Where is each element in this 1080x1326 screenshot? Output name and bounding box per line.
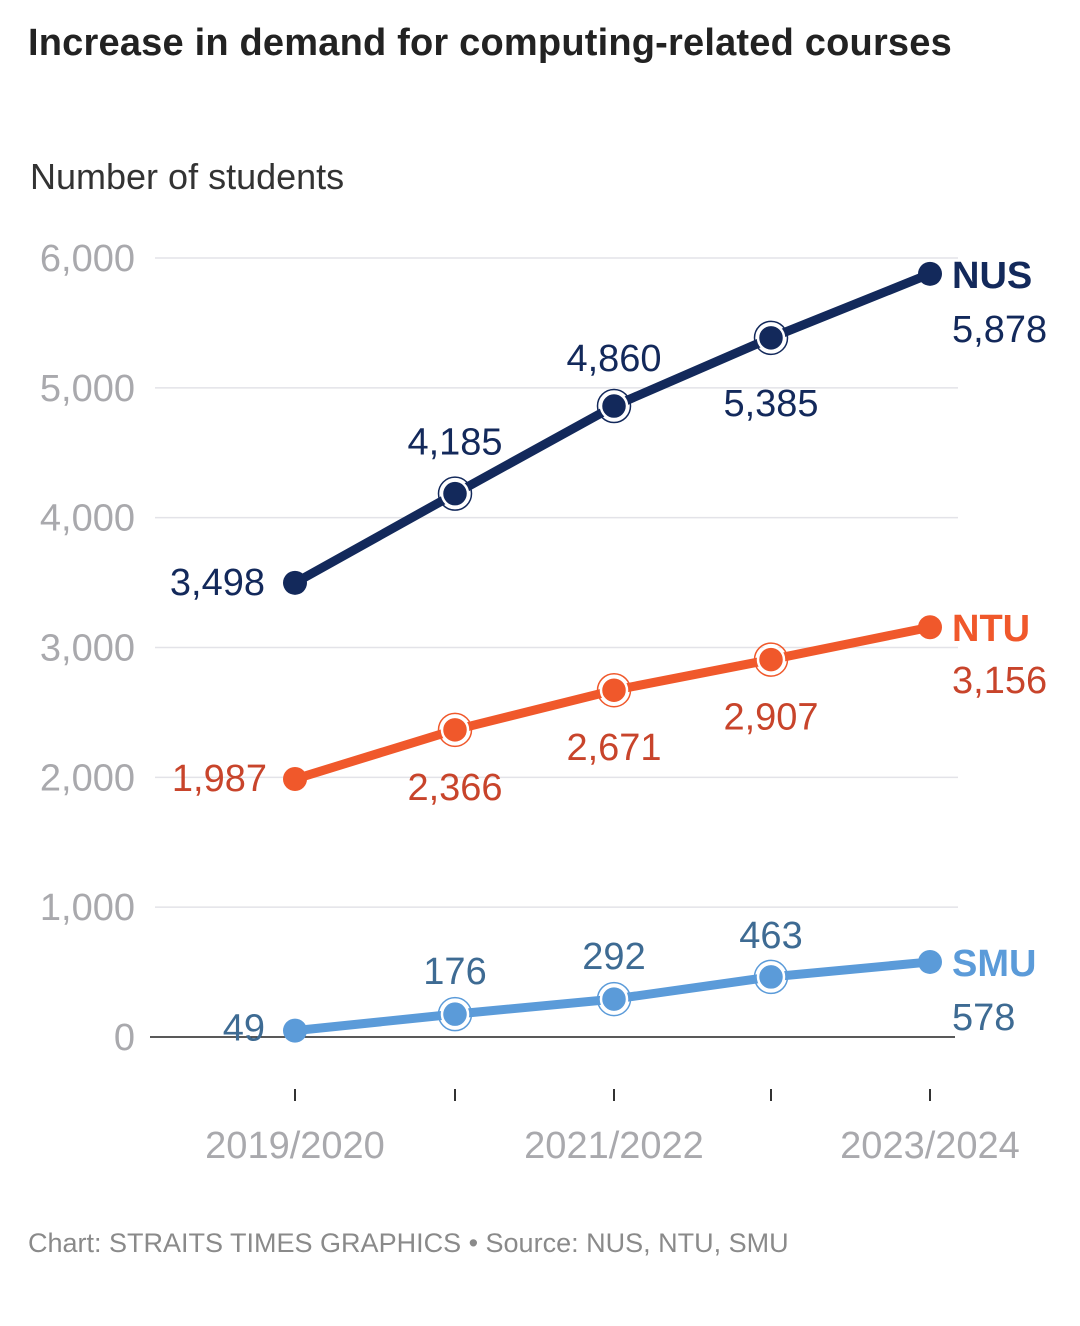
ntu-data-label: 2,907 <box>723 697 818 739</box>
smu-point <box>756 962 786 992</box>
smu-data-label: 578 <box>952 997 1015 1039</box>
nus-data-label: 4,185 <box>407 422 502 464</box>
smu-point-ring <box>437 996 473 1032</box>
y-tick-label: 6,000 <box>40 238 135 280</box>
y-tick-label: 5,000 <box>40 368 135 410</box>
ntu-point <box>440 715 470 745</box>
smu-point-ring <box>753 959 789 995</box>
smu-series-label: SMU <box>952 943 1036 985</box>
y-tick-label: 0 <box>114 1017 135 1059</box>
nus-data-label: 5,878 <box>952 309 1047 351</box>
smu-point-ring <box>596 981 632 1017</box>
nus-point <box>440 479 470 508</box>
y-axis-label: Number of students <box>30 156 345 197</box>
smu-point <box>440 999 470 1029</box>
y-tick-label: 4,000 <box>40 498 135 540</box>
smu-data-label: 176 <box>423 951 486 993</box>
ntu-data-label: 2,671 <box>566 727 661 769</box>
x-axis-ticks: 2019/2020 2021/2022 2023/2024 <box>205 1089 1020 1167</box>
smu-data-label: 292 <box>582 936 645 978</box>
smu-data-label: 49 <box>223 1008 265 1050</box>
ntu-data-label: 2,366 <box>407 767 502 809</box>
nus-data-label: 5,385 <box>723 383 818 425</box>
nus-data-label: 3,498 <box>170 562 265 604</box>
ntu-data-label: 1,987 <box>172 758 267 800</box>
y-tick-label: 2,000 <box>40 757 135 799</box>
nus-point <box>283 570 307 595</box>
ntu-point-ring <box>596 672 632 708</box>
smu-point <box>918 949 942 974</box>
x-tick-label: 2023/2024 <box>840 1125 1020 1167</box>
nus-data-label: 4,860 <box>566 338 661 380</box>
ntu-point-ring <box>753 642 789 677</box>
nus-point <box>599 391 629 421</box>
data-labels: 3,498 4,185 4,860 5,385 5,878 NUS 1,987 2,366 2,… <box>170 255 1047 1050</box>
nus-point-ring <box>437 476 473 511</box>
nus-point <box>756 323 786 353</box>
nus-point <box>918 261 942 286</box>
series-lines <box>283 261 942 1043</box>
smu-point <box>599 984 629 1014</box>
y-tick-label: 3,000 <box>40 628 135 670</box>
ntu-point <box>756 645 786 674</box>
ntu-point <box>918 615 942 640</box>
ntu-data-label: 3,156 <box>952 660 1047 702</box>
nus-line <box>290 269 935 588</box>
smu-point <box>283 1018 307 1043</box>
smu-data-label: 463 <box>739 915 802 957</box>
ntu-point-ring <box>437 712 473 748</box>
nus-point-ring <box>596 388 632 424</box>
x-tick-label: 2021/2022 <box>524 1125 704 1167</box>
y-tick-label: 1,000 <box>40 887 135 929</box>
chart-source: Chart: STRAITS TIMES GRAPHICS • Source: … <box>28 1228 789 1258</box>
chart-title: Increase in demand for computing-related… <box>28 22 952 64</box>
ntu-point <box>283 767 307 792</box>
nus-point-ring <box>753 320 789 356</box>
y-axis-ticks: 0 1,000 2,000 3,000 4,000 5,000 6,000 <box>40 238 135 1059</box>
ntu-point <box>599 675 629 705</box>
ntu-series-label: NTU <box>952 608 1030 650</box>
nus-series-label: NUS <box>952 255 1032 297</box>
x-tick-label: 2019/2020 <box>205 1125 385 1167</box>
